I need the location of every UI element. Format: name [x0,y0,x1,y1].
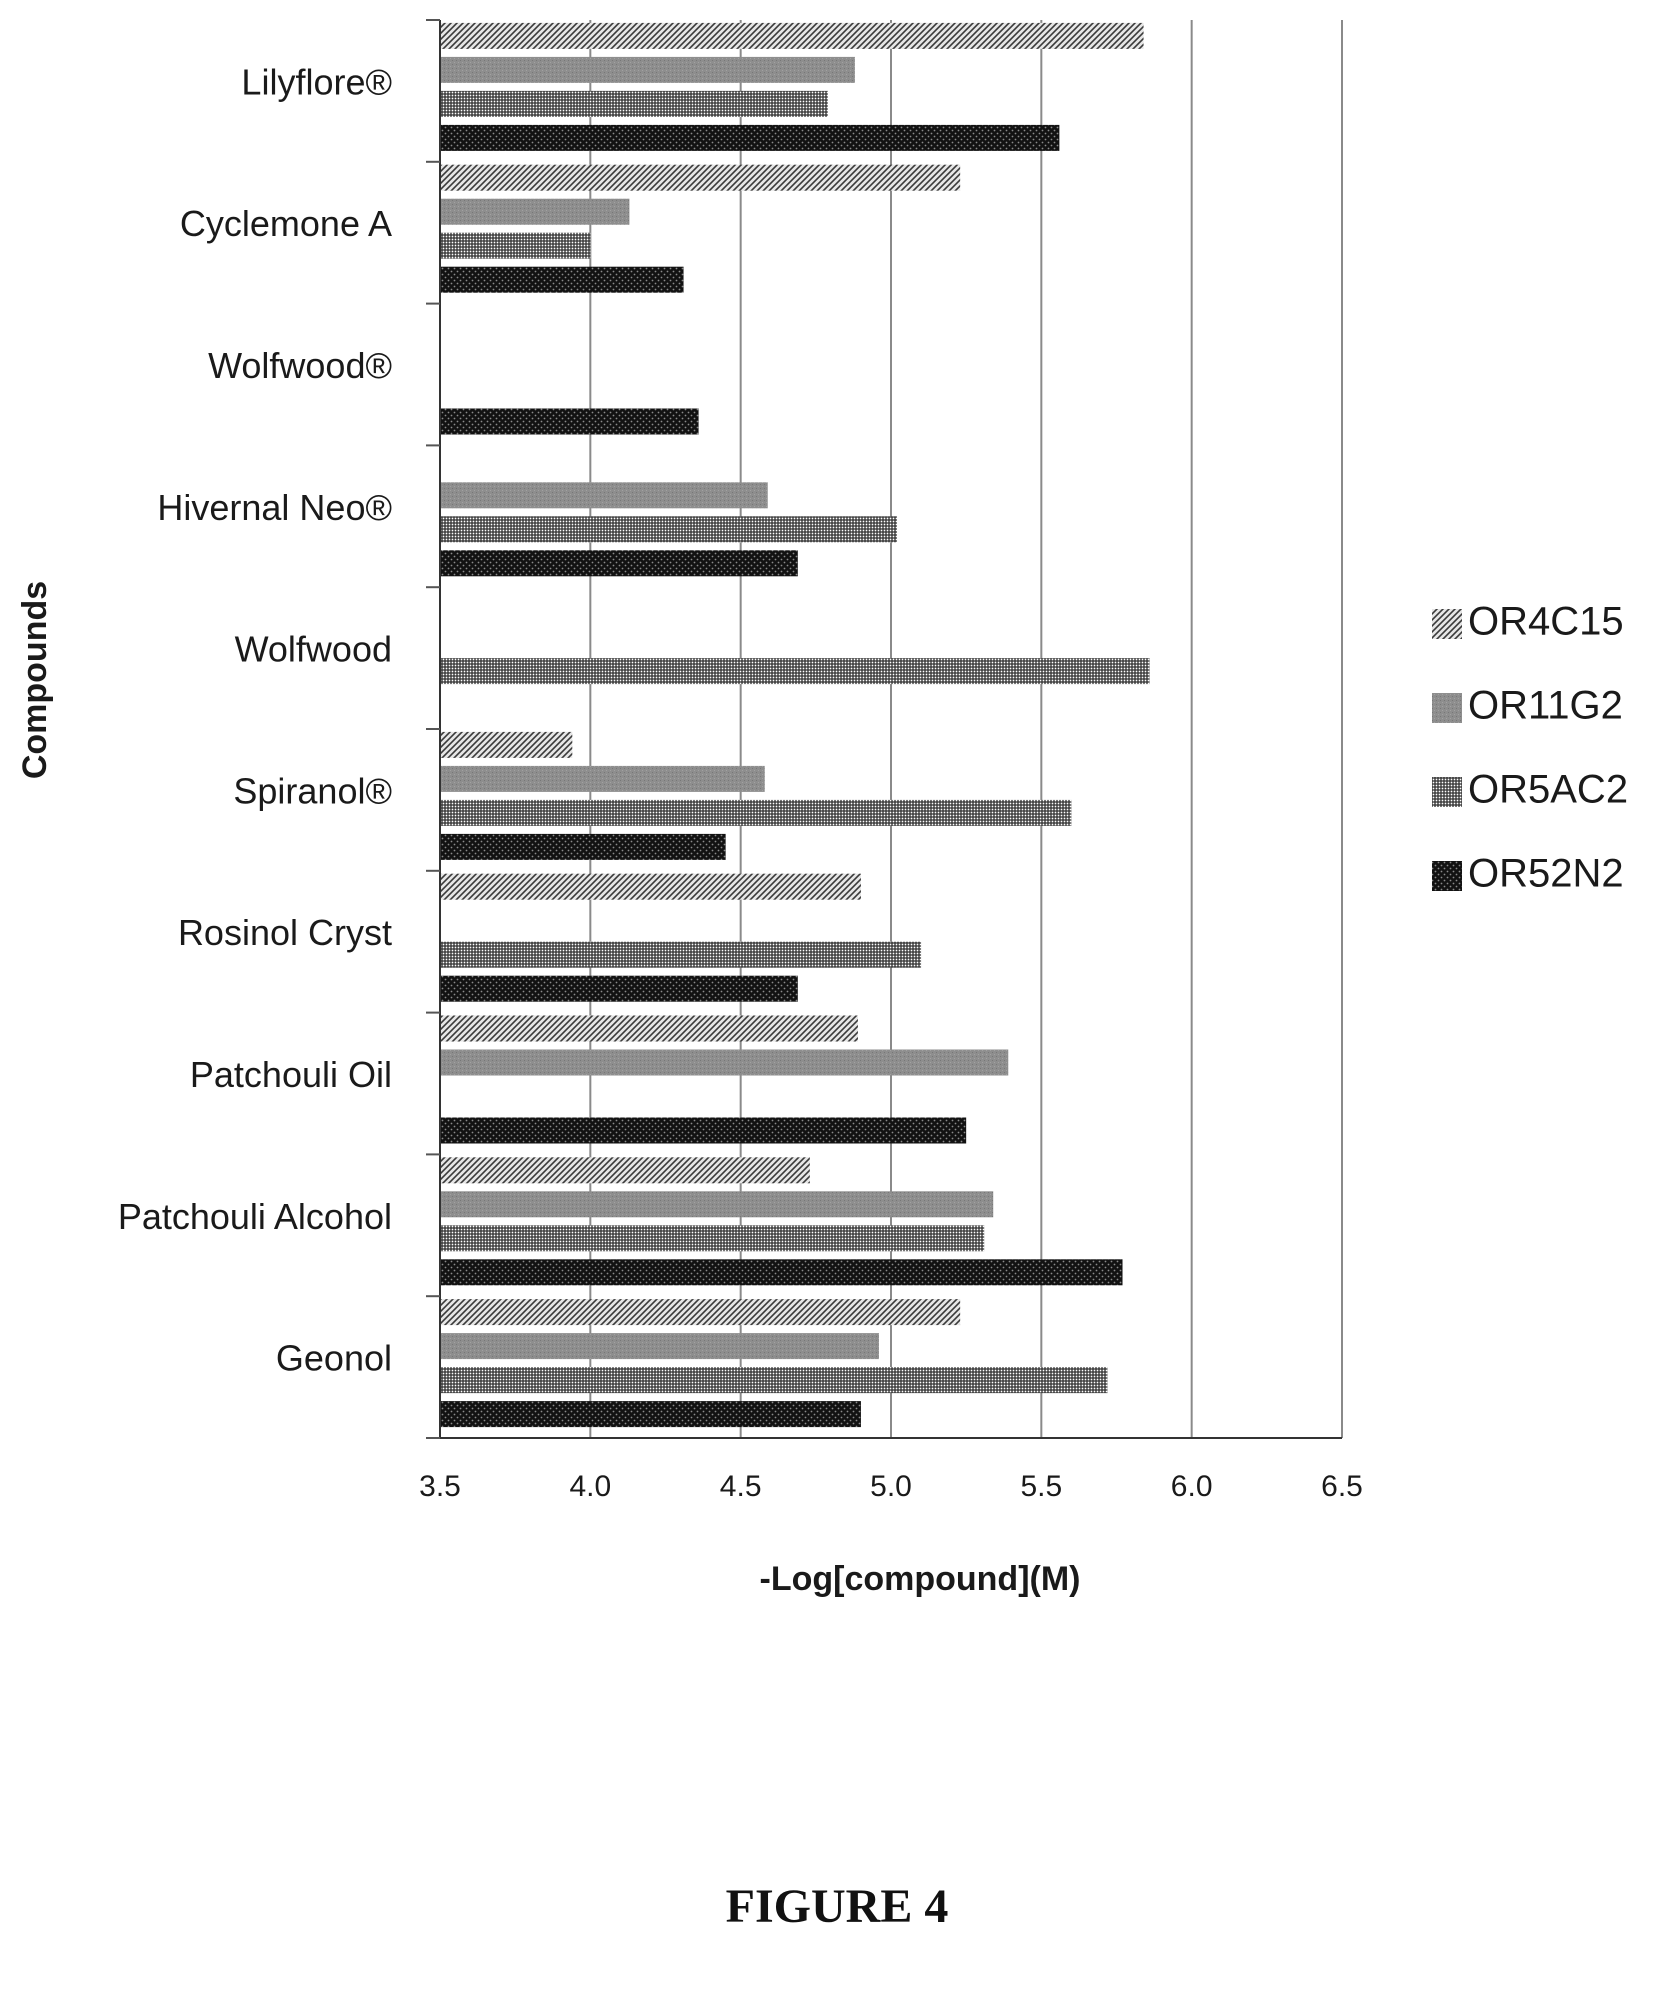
bar-or11g2-7 [440,1049,1009,1076]
bar-or4c15-1 [440,164,961,191]
bar-or5ac2-4 [440,658,1150,685]
bar-or5ac2-0 [440,90,828,117]
bar-or52n2-1 [440,266,684,293]
category-labels: Lilyflore® Cyclemone A Wolfwood® Hivernal N… [118,61,392,1378]
category-label: Spiranol® [233,770,392,811]
bar-or11g2-3 [440,482,768,509]
bar-or4c15-8 [440,1157,810,1184]
category-label: Lilyflore® [241,61,392,102]
bar-or52n2-3 [440,550,798,577]
category-label: Patchouli Alcohol [118,1196,392,1237]
figure-caption: FIGURE 4 [726,1880,949,1933]
x-tick-label: 5.0 [870,1470,912,1503]
bar-or4c15-7 [440,1015,858,1042]
legend-label-or4c15: OR4C15 [1468,600,1624,644]
category-label: Geonol [276,1338,392,1379]
x-tick-label: 6.0 [1171,1470,1213,1503]
bar-or4c15-9 [440,1299,961,1326]
axes [426,19,1342,1439]
x-tick-label: 4.5 [720,1470,762,1503]
legend-swatch-or11g2 [1432,693,1462,723]
bar-or5ac2-1 [440,232,591,259]
bar-or4c15-5 [440,731,573,758]
bar-or11g2-9 [440,1333,879,1360]
bar-or5ac2-8 [440,1225,985,1252]
bar-or11g2-0 [440,56,855,83]
bar-or11g2-1 [440,198,630,225]
x-axis-title: -Log[compound](M) [760,1560,1081,1598]
category-label: Hivernal Neo® [157,487,392,528]
category-label: Wolfwood [235,629,392,670]
x-tick-label: 4.0 [569,1470,611,1503]
bar-or52n2-9 [440,1401,861,1428]
x-tick-labels: 3.5 4.0 4.5 5.0 5.5 6.0 6.5 [419,1470,1363,1503]
legend-swatch-or4c15 [1432,609,1462,639]
bar-or52n2-6 [440,975,798,1002]
bar-or52n2-7 [440,1117,967,1144]
bar-or11g2-8 [440,1191,994,1218]
legend-label-or52n2: OR52N2 [1468,852,1624,896]
bar-or5ac2-3 [440,516,898,543]
category-label: Rosinol Cryst [178,912,392,953]
bars [440,22,1150,1428]
bar-or11g2-5 [440,765,765,792]
x-tick-label: 3.5 [419,1470,461,1503]
legend-swatch-or5ac2 [1432,777,1462,807]
bar-or5ac2-5 [440,799,1072,826]
y-axis-title: Compounds [16,581,54,779]
x-tick-label: 5.5 [1020,1470,1062,1503]
bar-or52n2-0 [440,124,1060,151]
bar-or52n2-2 [440,408,699,435]
legend: OR4C15 OR11G2 OR5AC2 OR52N2 [1432,600,1628,896]
bar-or5ac2-6 [440,941,922,968]
bar-or4c15-6 [440,873,861,900]
bar-or5ac2-9 [440,1367,1108,1394]
bar-or4c15-0 [440,22,1144,49]
category-label: Cyclemone A [180,203,392,244]
bar-or52n2-8 [440,1259,1123,1286]
x-tick-label: 6.5 [1321,1470,1363,1503]
legend-label-or11g2: OR11G2 [1468,684,1623,728]
legend-swatch-or52n2 [1432,861,1462,891]
legend-label-or5ac2: OR5AC2 [1468,768,1628,812]
category-label: Wolfwood® [208,345,392,386]
bar-or52n2-5 [440,833,726,860]
category-label: Patchouli Oil [190,1054,392,1095]
